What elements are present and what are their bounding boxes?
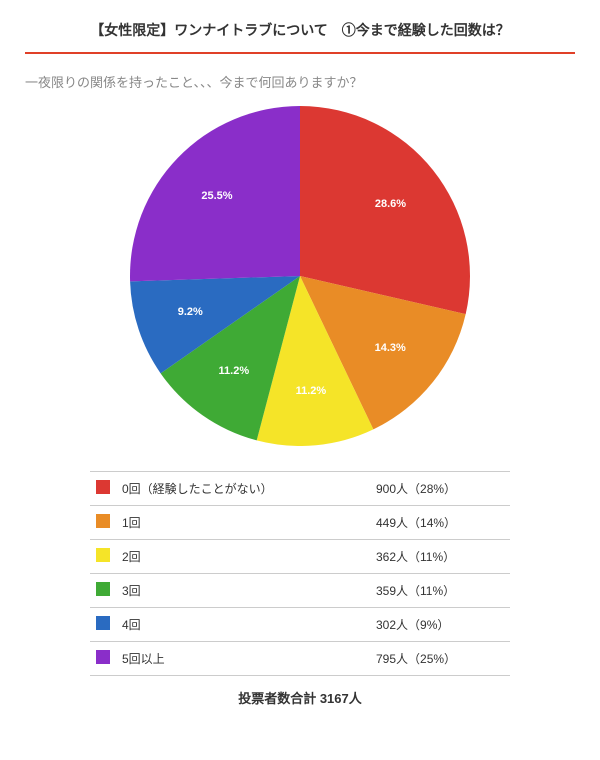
legend-count: 362人（11%） <box>370 540 510 574</box>
legend-count: 359人（11%） <box>370 574 510 608</box>
legend-swatch-cell <box>90 472 116 506</box>
legend-table: 0回（経験したことがない）900人（28%）1回449人（14%）2回362人（… <box>90 471 510 676</box>
legend-row: 4回302人（9%） <box>90 608 510 642</box>
legend-swatch <box>96 480 110 494</box>
pie-chart: 28.6% 14.3% 11.2% 11.2% 9.2% 25.5% <box>130 106 470 446</box>
legend-label: 4回 <box>116 608 370 642</box>
pie-slice-label: 14.3% <box>375 342 406 354</box>
pie-slice-label: 11.2% <box>296 385 327 397</box>
legend-swatch-cell <box>90 540 116 574</box>
legend-row: 5回以上795人（25%） <box>90 642 510 676</box>
legend-swatch-cell <box>90 574 116 608</box>
legend-label: 5回以上 <box>116 642 370 676</box>
pie-slice-label: 9.2% <box>178 306 203 318</box>
legend-swatch <box>96 650 110 664</box>
legend-count: 302人（9%） <box>370 608 510 642</box>
legend-swatch <box>96 616 110 630</box>
legend-row: 1回449人（14%） <box>90 506 510 540</box>
legend-count: 449人（14%） <box>370 506 510 540</box>
legend-swatch-cell <box>90 506 116 540</box>
pie-slice-label: 25.5% <box>201 190 232 202</box>
page-title: 【女性限定】ワンナイトラブについて ①今まで経験した回数は？ <box>25 20 575 52</box>
pie-chart-container: 28.6% 14.3% 11.2% 11.2% 9.2% 25.5% <box>25 106 575 446</box>
legend-swatch <box>96 548 110 562</box>
legend-swatch <box>96 514 110 528</box>
legend-swatch <box>96 582 110 596</box>
legend-label: 1回 <box>116 506 370 540</box>
pie-slice-label: 28.6% <box>375 198 406 210</box>
legend-label: 0回（経験したことがない） <box>116 472 370 506</box>
pie-slice-label: 11.2% <box>219 365 250 377</box>
legend-row: 0回（経験したことがない）900人（28%） <box>90 472 510 506</box>
legend-swatch-cell <box>90 608 116 642</box>
legend-count: 795人（25%） <box>370 642 510 676</box>
legend-row: 2回362人（11%） <box>90 540 510 574</box>
legend-count: 900人（28%） <box>370 472 510 506</box>
legend-label: 3回 <box>116 574 370 608</box>
subtitle: 一夜限りの関係を持ったこと、、、今まで何回ありますか？ <box>25 72 575 91</box>
legend-label: 2回 <box>116 540 370 574</box>
total-voters: 投票者数合計 3167人 <box>25 688 575 707</box>
legend-swatch-cell <box>90 642 116 676</box>
legend-row: 3回359人（11%） <box>90 574 510 608</box>
title-rule <box>25 52 575 54</box>
